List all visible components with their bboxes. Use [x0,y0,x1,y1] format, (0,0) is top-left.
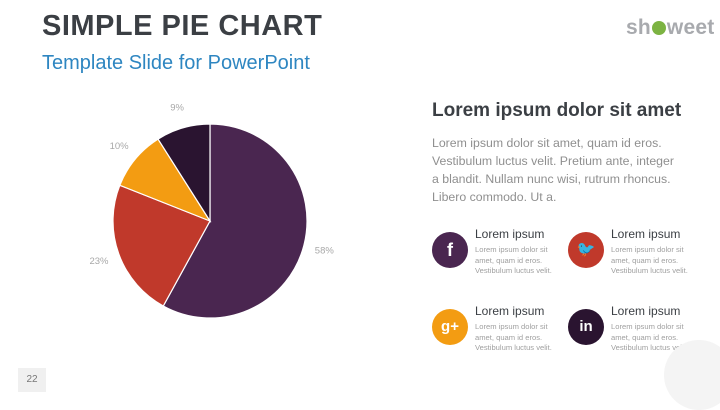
slide-title: SIMPLE PIE CHART [42,10,323,42]
feature-desc: Lorem ipsum dolor sit amet, quam id eros… [611,245,688,276]
pie-label-0: 58% [315,245,335,256]
feature-facebook: f Lorem ipsum Lorem ipsum dolor sit amet… [432,227,572,277]
google-plus-icon[interactable]: g+ [432,309,468,345]
pie-label-3: 9% [170,103,184,114]
decorative-shape [664,340,720,410]
logo-text-left: sh [626,16,651,39]
feature-title: Lorem ipsum [611,304,681,318]
pie-slice-1 [112,184,211,307]
content-body: Lorem ipsum dolor sit amet, quam id eros… [432,136,674,204]
feature-title: Lorem ipsum [475,227,545,241]
pie-slice-3 [157,123,211,224]
feature-title: Lorem ipsum [611,227,681,241]
linkedin-icon[interactable]: in [568,309,604,345]
feature-title: Lorem ipsum [475,304,545,318]
feature-twitter: 🐦 Lorem ipsum Lorem ipsum dolor sit amet… [568,227,708,277]
slide-subtitle: Template Slide for PowerPoint [42,52,310,74]
pie-slice-0 [162,123,308,319]
twitter-icon[interactable]: 🐦 [568,232,604,268]
pie-chart: 58% 23% 10% 9% [89,103,335,319]
pie-label-2: 10% [110,141,130,152]
pie-label-1: 23% [89,256,109,267]
facebook-icon[interactable]: f [432,232,468,268]
feature-linkedin: in Lorem ipsum Lorem ipsum dolor sit ame… [568,304,708,354]
feature-google-plus: g+ Lorem ipsum Lorem ipsum dolor sit ame… [432,304,572,354]
logo-text-right: weet [666,16,715,39]
feature-desc: Lorem ipsum dolor sit amet, quam id eros… [611,322,688,353]
content-heading: Lorem ipsum dolor sit amet [432,100,682,121]
showeet-logo: sh weet [626,16,714,40]
page-number: 22 [18,368,46,392]
feature-desc: Lorem ipsum dolor sit amet, quam id eros… [475,245,552,276]
feature-desc: Lorem ipsum dolor sit amet, quam id eros… [475,322,552,353]
logo-person-icon [651,21,666,35]
